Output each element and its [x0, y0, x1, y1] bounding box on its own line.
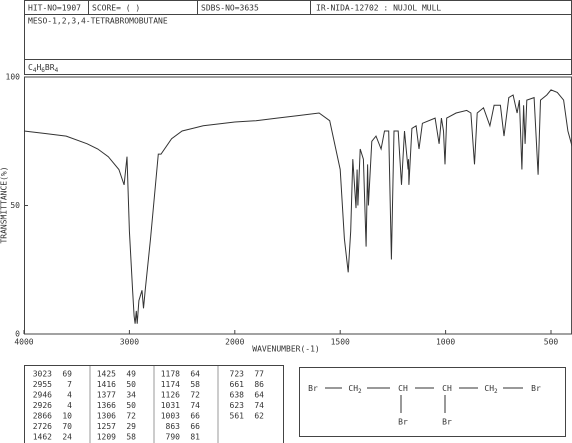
peak-wavenumber: 561	[230, 412, 245, 421]
atom: Br	[398, 418, 408, 427]
peak-transmittance: 7	[67, 380, 72, 389]
peak-transmittance: 34	[126, 391, 136, 400]
peak-wavenumber: 1174	[161, 380, 180, 389]
score: SCORE= ( )	[92, 4, 140, 13]
peak-wavenumber: 1003	[161, 412, 180, 421]
x-tick-label: 1500	[331, 338, 350, 347]
peak-wavenumber: 1462	[33, 433, 52, 442]
y-tick-label: 100	[6, 73, 21, 82]
peak-transmittance: 64	[254, 391, 264, 400]
x-tick-label: 3000	[120, 338, 139, 347]
peak-transmittance: 72	[126, 412, 136, 421]
peak-transmittance: 70	[62, 422, 72, 431]
peak-wavenumber: 1366	[97, 401, 116, 410]
atom: Br	[308, 384, 318, 393]
x-tick-label: 1000	[436, 338, 455, 347]
peak-wavenumber: 2946	[33, 391, 52, 400]
peak-transmittance: 50	[126, 380, 136, 389]
structure-box	[299, 367, 566, 437]
atom: CH	[398, 384, 408, 393]
y-axis-label: TRANSMITTANCE(%)	[0, 166, 9, 243]
x-tick-label: 4000	[14, 338, 33, 347]
x-tick-label: 2000	[225, 338, 244, 347]
peak-wavenumber: 661	[230, 380, 245, 389]
peak-transmittance: 86	[254, 380, 264, 389]
peak-transmittance: 4	[67, 391, 72, 400]
peak-transmittance: 58	[190, 380, 200, 389]
peak-wavenumber: 2866	[33, 412, 52, 421]
peak-transmittance: 58	[126, 433, 136, 442]
peak-wavenumber: 638	[230, 391, 245, 400]
peak-transmittance: 66	[190, 422, 200, 431]
atom: CH2	[484, 384, 498, 396]
peak-transmittance: 29	[126, 422, 136, 431]
x-axis-label: WAVENUMBER(-1)	[252, 345, 319, 354]
peak-wavenumber: 2726	[33, 422, 52, 431]
peak-transmittance: 64	[190, 370, 200, 379]
peak-transmittance: 74	[190, 401, 200, 410]
y-tick-label: 50	[10, 201, 20, 210]
compound-name: MESO-1,2,3,4-TETRABROMOBUTANE	[28, 17, 168, 26]
x-tick-label: 500	[544, 338, 559, 347]
atom: CH2	[348, 384, 362, 396]
peak-wavenumber: 1178	[161, 370, 180, 379]
peak-wavenumber: 1209	[97, 433, 116, 442]
peak-transmittance: 24	[62, 433, 72, 442]
peak-transmittance: 49	[126, 370, 136, 379]
peak-wavenumber: 1306	[97, 412, 116, 421]
peak-transmittance: 50	[126, 401, 136, 410]
sdbs-number: SDBS-NO=3635	[201, 4, 259, 13]
peak-wavenumber: 723	[230, 370, 245, 379]
peak-transmittance: 66	[190, 412, 200, 421]
peak-transmittance: 81	[190, 433, 200, 442]
peak-wavenumber: 1425	[97, 370, 116, 379]
atom: Br	[531, 384, 541, 393]
peak-transmittance: 4	[67, 401, 72, 410]
peak-wavenumber: 863	[166, 422, 181, 431]
peak-wavenumber: 790	[166, 433, 181, 442]
y-tick-label: 0	[15, 330, 20, 339]
atom: Br	[442, 418, 452, 427]
peak-transmittance: 72	[190, 391, 200, 400]
atom: CH	[442, 384, 452, 393]
peak-transmittance: 10	[62, 412, 72, 421]
peak-wavenumber: 1416	[97, 380, 116, 389]
peak-wavenumber: 1377	[97, 391, 116, 400]
peak-wavenumber: 623	[230, 401, 245, 410]
spectrum-line	[23, 89, 572, 324]
peak-transmittance: 62	[254, 412, 264, 421]
peak-table-box	[24, 365, 284, 443]
peak-transmittance: 69	[62, 370, 72, 379]
peak-wavenumber: 1257	[97, 422, 116, 431]
peak-transmittance: 77	[254, 370, 264, 379]
peak-wavenumber: 3023	[33, 370, 52, 379]
ir-info: IR-NIDA-12702 : NUJOL MULL	[316, 4, 441, 13]
peak-wavenumber: 2926	[33, 401, 52, 410]
peak-transmittance: 74	[254, 401, 264, 410]
peak-wavenumber: 1031	[161, 401, 180, 410]
formula: C4H6BR4	[28, 63, 59, 75]
peak-wavenumber: 2955	[33, 380, 52, 389]
hit-number: HIT-NO=1907	[28, 4, 81, 13]
peak-wavenumber: 1126	[161, 391, 180, 400]
